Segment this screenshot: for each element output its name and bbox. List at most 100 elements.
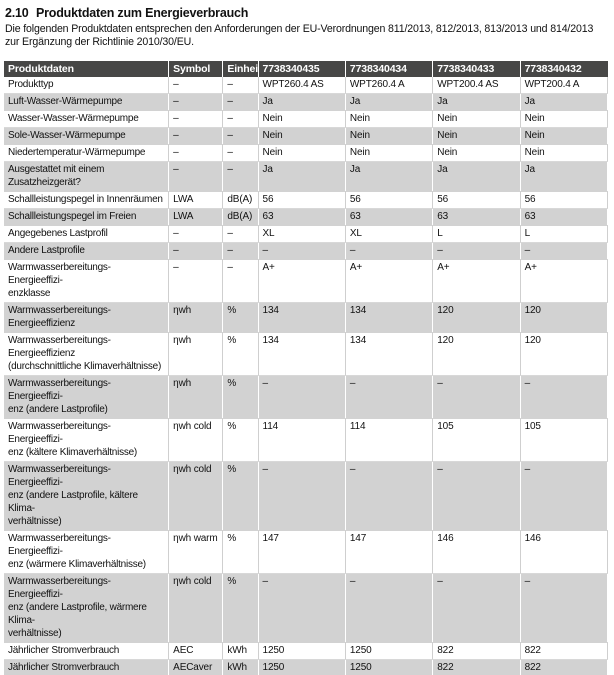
page-title: Produktdaten zum Energieverbrauch (36, 6, 249, 20)
symbol-cell: – (168, 127, 224, 145)
value-cell: – (258, 461, 346, 531)
value-cell: 56 (345, 191, 434, 209)
value-cell: Ja (520, 93, 609, 111)
value-cell: 56 (258, 191, 346, 209)
row-label-cell: Schallleistungspegel im Freien (4, 208, 170, 226)
value-cell: – (345, 242, 434, 260)
row-label-cell: Jährlicher Stromverbrauch (4, 642, 170, 660)
table-row: Niedertemperatur-Wärmepumpe – – Nein Nein Nei… (4, 144, 609, 162)
row-label-cell: Andere Lastprofile (4, 242, 170, 260)
unit-cell: dB(A) (222, 208, 259, 226)
symbol-cell: LWA (168, 191, 224, 209)
value-cell: Ja (520, 161, 609, 192)
row-label-cell: Produkttyp (4, 77, 170, 94)
unit-cell: – (222, 93, 259, 111)
symbol-cell: ηwh (168, 332, 224, 376)
value-cell: 114 (258, 418, 346, 462)
value-cell: XL (345, 225, 434, 243)
symbol-cell: ηwh cold (168, 418, 224, 462)
symbol-cell: – (168, 77, 224, 94)
table-row: Jährlicher Stromverbrauch AEC kWh 1250 1250 8… (4, 642, 609, 660)
unit-cell: – (222, 127, 259, 145)
product-data-table: Produktdaten Symbol Einheit 7738340435 77383… (4, 61, 609, 675)
row-label-cell: Wasser-Wasser-Wärmepumpe (4, 110, 170, 128)
column-header: Symbol (168, 61, 224, 77)
value-cell: 105 (520, 418, 609, 462)
value-cell: 146 (520, 530, 609, 574)
table-row: Warmwasserbereitungs-Energieeffizi- enz … (4, 375, 609, 419)
value-cell: 147 (345, 530, 434, 574)
value-cell: Ja (258, 161, 346, 192)
value-cell: 63 (258, 208, 346, 226)
value-cell: – (520, 242, 609, 260)
table-header-row: Produktdaten Symbol Einheit 7738340435 77383… (4, 61, 608, 77)
value-cell: A+ (432, 259, 521, 303)
unit-cell: dB(A) (222, 191, 259, 209)
value-cell: Ja (432, 93, 521, 111)
table-row: Warmwasserbereitungs-Energieeffizi- enz … (4, 573, 609, 643)
value-cell: Nein (520, 144, 609, 162)
unit-cell: % (222, 530, 259, 574)
row-label-cell: Ausgestattet mit einem Zusatzheizgerät? (4, 161, 170, 192)
value-cell: 1250 (258, 659, 346, 675)
symbol-cell: – (168, 93, 224, 111)
value-cell: Nein (345, 144, 434, 162)
row-label-cell: Warmwasserbereitungs-Energieeffizi- enz … (4, 573, 170, 643)
value-cell: 134 (258, 332, 346, 376)
symbol-cell: – (168, 225, 224, 243)
value-cell: WPT200.4 AS (432, 77, 521, 94)
unit-cell: – (222, 259, 259, 303)
value-cell: L (520, 225, 609, 243)
unit-cell: % (222, 461, 259, 531)
unit-cell: % (222, 332, 259, 376)
value-cell: 134 (258, 302, 346, 333)
value-cell: Ja (345, 161, 434, 192)
value-cell: A+ (345, 259, 434, 303)
table-row: Produkttyp – – WPT260.4 AS WPT260.4 A WPT200.… (4, 77, 609, 94)
value-cell: 120 (520, 302, 609, 333)
column-header: 7738340434 (345, 61, 434, 77)
table-row: Warmwasserbereitungs-Energieeffizienz (d… (4, 332, 609, 376)
value-cell: Nein (432, 127, 521, 145)
row-label-cell: Luft-Wasser-Wärmepumpe (4, 93, 170, 111)
unit-cell: – (222, 110, 259, 128)
value-cell: – (432, 375, 521, 419)
row-label-cell: Jährlicher Stromverbrauch (durchschnittl… (4, 659, 170, 675)
value-cell: 822 (432, 642, 521, 660)
value-cell: – (345, 375, 434, 419)
table-row: Luft-Wasser-Wärmepumpe – – Ja Ja Ja Ja (4, 93, 609, 111)
value-cell: WPT260.4 AS (258, 77, 346, 94)
value-cell: – (432, 573, 521, 643)
value-cell: 822 (520, 642, 609, 660)
value-cell: 1250 (345, 642, 434, 660)
unit-cell: % (222, 573, 259, 643)
section-number: 2.10 (5, 6, 29, 20)
value-cell: – (345, 573, 434, 643)
value-cell: – (345, 461, 434, 531)
unit-cell: % (222, 418, 259, 462)
row-label-cell: Sole-Wasser-Wärmepumpe (4, 127, 170, 145)
symbol-cell: – (168, 144, 224, 162)
row-label-cell: Warmwasserbereitungs-Energieeffizienz (d… (4, 332, 170, 376)
table-row: Warmwasserbereitungs-Energieeffizienz ηwh… (4, 302, 609, 333)
value-cell: Ja (258, 93, 346, 111)
unit-cell: kWh (222, 642, 259, 660)
value-cell: 146 (432, 530, 521, 574)
value-cell: 114 (345, 418, 434, 462)
value-cell: 134 (345, 332, 434, 376)
value-cell: Nein (520, 127, 609, 145)
value-cell: 56 (432, 191, 521, 209)
value-cell: A+ (258, 259, 346, 303)
column-header: Produktdaten (4, 61, 170, 77)
table-row: Angegebenes Lastprofil – – XL XL L L (4, 225, 609, 243)
table-row: Warmwasserbereitungs-Energieeffizi- enzk… (4, 259, 609, 303)
symbol-cell: AEC (168, 642, 224, 660)
column-header: 7738340433 (432, 61, 521, 77)
value-cell: – (432, 461, 521, 531)
value-cell: 63 (520, 208, 609, 226)
value-cell: L (432, 225, 521, 243)
value-cell: Nein (345, 127, 434, 145)
unit-cell: kWh (222, 659, 259, 675)
row-label-cell: Warmwasserbereitungs-Energieeffizi- enz … (4, 530, 170, 574)
